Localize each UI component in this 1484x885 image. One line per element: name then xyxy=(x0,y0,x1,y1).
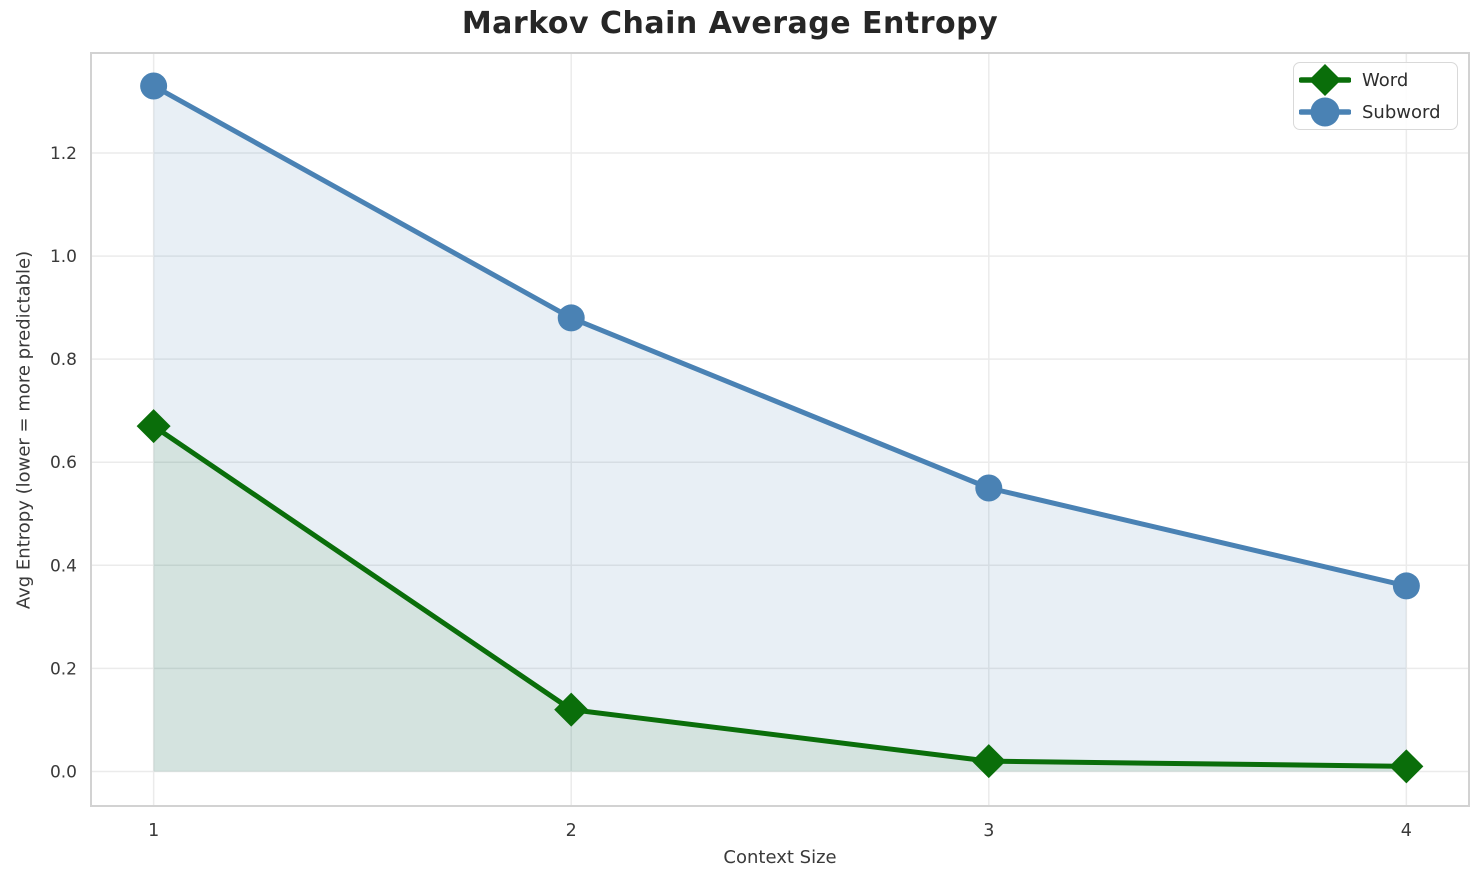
y-tick-label: 0.4 xyxy=(50,556,77,576)
subword-series-line xyxy=(151,83,1409,589)
x-axis-label: Context Size xyxy=(723,847,837,868)
word-diamond-marker-icon xyxy=(1299,64,1351,96)
legend-label-subword: Subword xyxy=(1362,101,1441,123)
y-tick-label: 0.0 xyxy=(50,762,77,782)
subword-data-point-marker xyxy=(140,72,168,100)
word-series-line xyxy=(151,423,1409,769)
x-tick-label: 3 xyxy=(983,821,994,841)
word-data-point-marker xyxy=(971,744,1006,779)
y-tick-label: 1.2 xyxy=(50,144,77,164)
word-data-point-marker xyxy=(554,692,589,727)
y-tick-label: 0.6 xyxy=(50,453,77,473)
y-tick-label: 0.8 xyxy=(50,350,77,370)
legend-label-word: Word xyxy=(1362,69,1409,91)
subword-circle-marker-icon xyxy=(1299,97,1351,127)
subword-data-point-marker xyxy=(975,474,1003,502)
subword-data-point-marker xyxy=(557,304,585,332)
subword-data-point-marker xyxy=(1392,572,1420,600)
word-data-point-marker xyxy=(136,409,171,444)
x-tick-label: 4 xyxy=(1401,821,1412,841)
word-area-fill xyxy=(153,426,1407,772)
legend-item-word: Word xyxy=(1299,64,1457,96)
plot-border xyxy=(90,52,1470,807)
chart-title: Markov Chain Average Entropy xyxy=(461,6,999,41)
y-tick-label: 0.2 xyxy=(50,659,77,679)
y-tick-label: 1.0 xyxy=(50,247,77,267)
y-axis-label: Avg Entropy (lower = more predictable) xyxy=(13,250,35,610)
legend: Word Subword xyxy=(1293,62,1458,130)
word-data-point-marker xyxy=(1389,749,1424,784)
x-tick-label: 2 xyxy=(566,821,577,841)
x-tick-label: 1 xyxy=(148,821,159,841)
legend-item-subword: Subword xyxy=(1299,96,1457,128)
subword-area-fill xyxy=(153,85,1407,772)
